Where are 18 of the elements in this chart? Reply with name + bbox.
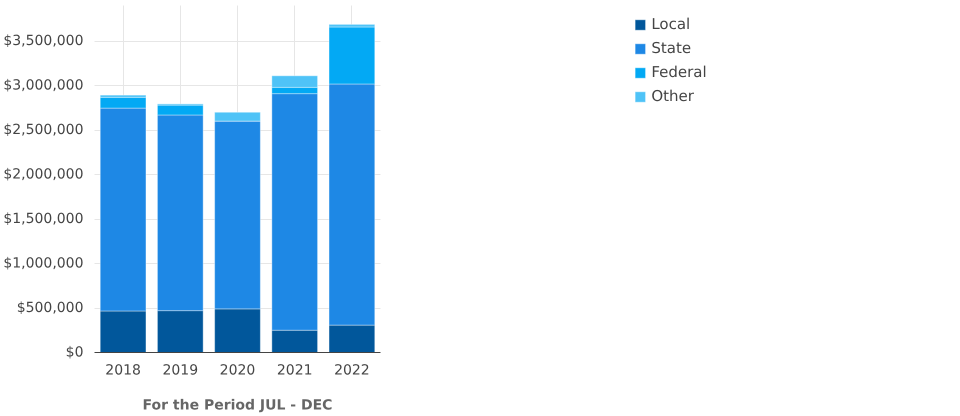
x-axis-title: For the Period JUL - DEC [142,398,332,414]
y-tick-label: $2,500,000 [3,122,84,138]
x-tick-label: 2018 [105,362,141,378]
x-tick-label: 2022 [334,362,370,378]
legend-label: State [651,39,692,57]
x-tick-label: 2020 [220,362,256,378]
y-tick-label: $500,000 [16,300,84,316]
x-tick-label: 2019 [162,362,198,378]
x-tick-label: 2021 [276,362,313,378]
legend-label: Federal [651,63,707,81]
legend-label: Other [651,87,694,105]
legend-label: Local [651,15,690,33]
y-tick-label: $3,500,000 [3,33,84,50]
y-tick-label: $2,000,000 [3,166,84,183]
y-tick-label: $0 [66,344,84,360]
y-tick-label: $1,500,000 [3,211,84,228]
y-tick-label: $3,000,000 [3,78,84,94]
y-tick-label: $1,000,000 [3,256,84,272]
